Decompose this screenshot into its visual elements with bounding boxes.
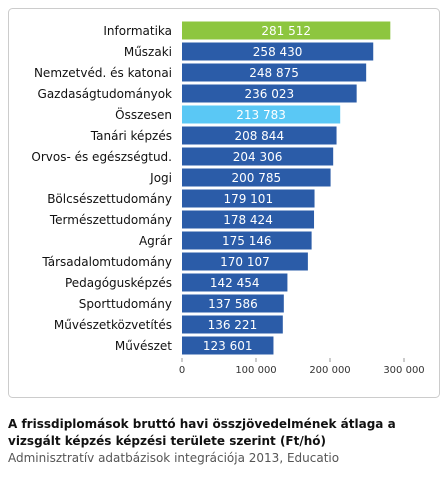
bar: [182, 231, 312, 250]
x-tick-label: 300 000: [383, 365, 424, 376]
chart: 0 100 000 200 000 300 000 Informatika 281 512…: [8, 8, 440, 398]
caption: A frissdiplomások bruttó havi összjövede…: [8, 417, 396, 448]
bar: [182, 336, 274, 355]
category-label: Tanári képzés: [90, 129, 172, 143]
value-label: 200 785: [231, 171, 281, 185]
bar: [182, 210, 315, 229]
value-label: 204 306: [233, 150, 283, 164]
value-label: 142 454: [210, 276, 260, 290]
x-tick-label: 0: [179, 365, 185, 376]
value-label: 281 512: [261, 24, 311, 38]
category-label: Művészet: [115, 339, 172, 353]
category-label: Pedagógusképzés: [65, 276, 172, 290]
value-label: 208 844: [234, 129, 284, 143]
category-label: Bölcsészettudomány: [47, 192, 172, 206]
value-label: 136 221: [208, 318, 258, 332]
bar: [182, 189, 315, 208]
category-label: Társadalomtudomány: [41, 255, 172, 269]
value-label: 179 101: [223, 192, 273, 206]
bar: [182, 273, 288, 292]
bar: [182, 42, 374, 61]
bar: [182, 126, 337, 145]
value-label: 178 424: [223, 213, 273, 227]
category-label: Orvos- és egészségtud.: [31, 150, 172, 164]
category-label: Művészetközvetítés: [54, 318, 172, 332]
category-label: Természettudomány: [49, 213, 172, 227]
category-label: Sporttudomány: [79, 297, 172, 311]
x-tick-label: 200 000: [309, 365, 350, 376]
category-label: Informatika: [103, 24, 172, 38]
bar: [182, 168, 331, 187]
value-label: 213 783: [236, 108, 286, 122]
bar: [182, 294, 284, 313]
bar: [182, 147, 334, 166]
value-label: 258 430: [253, 45, 303, 59]
x-tick-label: 100 000: [235, 365, 276, 376]
bar: [182, 84, 357, 103]
bar: [182, 252, 308, 271]
value-label: 123 601: [203, 339, 253, 353]
category-label: Gazdaságtudományok: [38, 87, 173, 101]
value-label: 175 146: [222, 234, 272, 248]
value-label: 248 875: [249, 66, 299, 80]
bar: [182, 63, 367, 82]
category-label: Nemzetvéd. és katonai: [34, 66, 172, 80]
category-label: Jogi: [149, 171, 172, 185]
category-label: Agrár: [139, 234, 172, 248]
bar: [182, 315, 283, 334]
value-label: 170 107: [220, 255, 270, 269]
value-label: 236 023: [245, 87, 295, 101]
bar: [182, 105, 341, 124]
category-label: Műszaki: [124, 45, 172, 59]
category-label: Összesen: [115, 106, 172, 122]
bar: [182, 21, 391, 40]
source: Adminisztratív adatbázisok integrációja …: [8, 451, 340, 465]
value-label: 137 586: [208, 297, 258, 311]
